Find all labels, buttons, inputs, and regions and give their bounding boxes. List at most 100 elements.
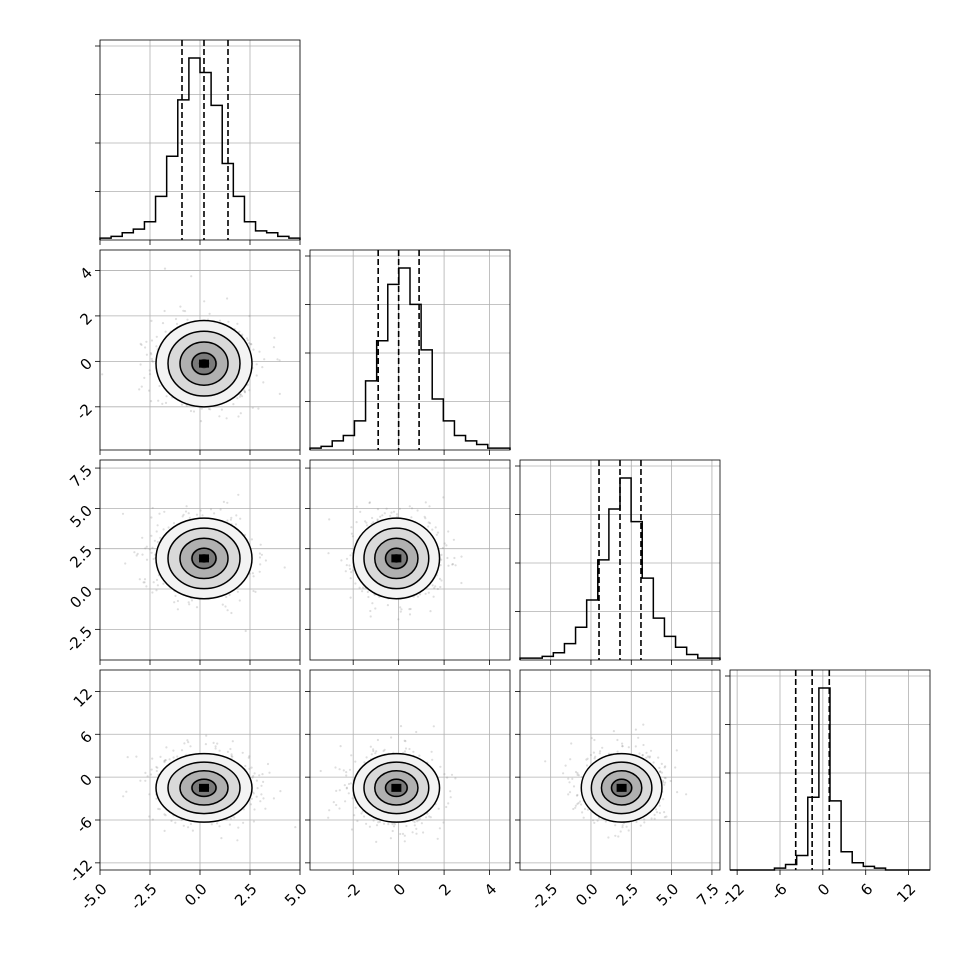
- scatter-point: [259, 800, 262, 803]
- scatter-point: [399, 725, 403, 728]
- scatter-point: [658, 811, 662, 815]
- scatter-point: [371, 516, 374, 520]
- scatter-point: [229, 747, 232, 751]
- scatter-point: [355, 505, 358, 508]
- scatter-point: [266, 762, 270, 766]
- scatter-point: [368, 825, 371, 828]
- scatter-point: [408, 505, 411, 508]
- scatter-point: [593, 738, 596, 742]
- scatter-point: [121, 512, 125, 515]
- scatter-point: [450, 773, 454, 776]
- scatter-point: [192, 410, 196, 413]
- scatter-point: [236, 839, 239, 842]
- scatter-point: [145, 353, 148, 356]
- scatter-point: [150, 551, 153, 554]
- contour-line: [179, 769, 229, 806]
- scatter-point: [345, 787, 348, 790]
- density-peak: [199, 554, 209, 563]
- scatter-point: [366, 590, 369, 594]
- scatter-point: [451, 563, 454, 566]
- contour-line: [179, 341, 229, 386]
- scatter-point: [372, 748, 375, 751]
- scatter-point: [655, 811, 659, 814]
- scatter-point: [164, 759, 167, 762]
- scatter-point: [335, 803, 338, 807]
- scatter-point: [376, 508, 380, 511]
- scatter-point: [460, 555, 463, 558]
- scatter-point: [643, 821, 646, 824]
- scatter-point: [161, 402, 164, 405]
- scatter-point: [642, 723, 645, 726]
- scatter-point: [582, 816, 585, 819]
- x-tick-label: 2.5: [612, 880, 642, 910]
- y-tick-label: 5.0: [66, 502, 96, 532]
- scatter-point: [272, 797, 275, 800]
- scatter-point: [152, 581, 155, 584]
- scatter-point: [339, 745, 342, 748]
- scatter-point: [365, 756, 368, 759]
- scatter-point: [589, 753, 593, 757]
- scatter-point: [627, 746, 630, 749]
- scatter-point: [393, 823, 397, 826]
- contour-line: [191, 352, 217, 376]
- scatter-point: [585, 758, 588, 761]
- scatter-point: [369, 615, 372, 618]
- scatter-point: [167, 526, 170, 529]
- scatter-point: [144, 779, 147, 782]
- scatter-point: [190, 599, 194, 602]
- y-tick-label: 2.5: [66, 542, 96, 572]
- scatter-point: [158, 808, 161, 811]
- scatter-point: [252, 792, 255, 795]
- scatter-point: [362, 586, 365, 589]
- scatter-point: [156, 766, 159, 769]
- scatter-point: [229, 817, 233, 820]
- scatter-point: [136, 552, 139, 556]
- scatter-point: [449, 796, 452, 799]
- scatter-point: [212, 741, 215, 745]
- scatter-point: [199, 420, 203, 423]
- scatter-point: [226, 750, 229, 754]
- scatter-point: [413, 824, 416, 827]
- scatter-point: [181, 515, 184, 518]
- scatter-point: [252, 820, 255, 823]
- scatter-point: [140, 385, 143, 388]
- scatter-point: [189, 822, 192, 826]
- scatter-point: [348, 768, 352, 771]
- scatter-point: [155, 769, 158, 773]
- scatter-point: [140, 343, 143, 346]
- scatter-point: [415, 827, 418, 831]
- scatter-point: [437, 807, 440, 810]
- scatter-point: [239, 393, 242, 396]
- scatter-point: [358, 586, 361, 589]
- contour-line: [363, 761, 430, 815]
- scatter-point: [255, 374, 258, 377]
- scatter-point: [150, 400, 153, 403]
- scatter-point: [150, 353, 153, 356]
- scatter-point: [259, 563, 262, 566]
- scatter-point: [417, 819, 420, 822]
- scatter-point: [228, 593, 231, 597]
- scatter-panel: [305, 459, 511, 665]
- scatter-point: [338, 768, 341, 771]
- scatter-point: [416, 595, 420, 598]
- scatter-point: [144, 346, 147, 349]
- panel-frame: [99, 459, 301, 661]
- scatter-point: [327, 552, 330, 555]
- scatter-point: [353, 814, 356, 817]
- scatter-point: [350, 532, 353, 535]
- scatter-point: [424, 501, 427, 504]
- scatter-point: [164, 759, 167, 762]
- scatter-point: [347, 792, 350, 795]
- scatter-point: [231, 755, 234, 758]
- scatter-point: [363, 761, 366, 764]
- panel-content: [121, 493, 286, 633]
- scatter-point: [155, 345, 158, 348]
- scatter-point: [376, 518, 379, 521]
- scatter-point: [382, 749, 385, 753]
- scatter-point: [567, 777, 570, 780]
- scatter-point: [139, 779, 142, 782]
- scatter-point: [245, 337, 249, 340]
- x-tick-label: 12: [893, 880, 919, 906]
- scatter-point: [592, 751, 596, 754]
- x-tick-label: 4: [481, 880, 500, 899]
